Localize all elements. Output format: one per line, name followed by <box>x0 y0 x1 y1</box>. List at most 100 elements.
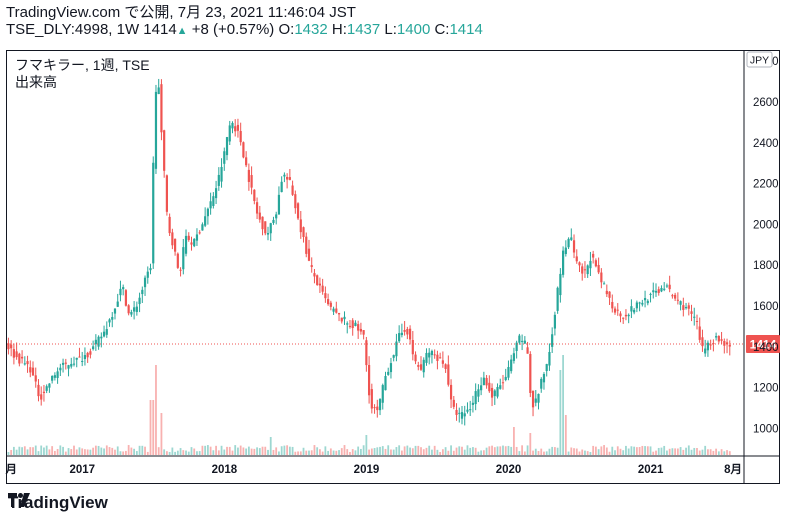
volume-bar <box>264 446 267 455</box>
up-arrow-icon: ▲ <box>176 25 188 37</box>
candle-body <box>113 308 117 314</box>
candle-body <box>272 219 275 223</box>
candle-body <box>460 412 464 419</box>
candle-body <box>302 227 305 237</box>
candle-body <box>428 352 431 358</box>
candle-body <box>64 362 67 364</box>
candle-body <box>280 181 283 193</box>
candle-body <box>310 265 313 268</box>
candle-body <box>504 376 507 380</box>
candle-body <box>75 357 78 360</box>
candle-body <box>154 91 158 169</box>
candle-body <box>602 283 606 285</box>
volume-bar <box>105 445 108 455</box>
volume-bar <box>439 451 442 455</box>
candle-body <box>455 409 458 415</box>
candle-body <box>458 412 461 414</box>
candle-body <box>15 351 18 358</box>
candle-body <box>42 391 46 394</box>
volume-bar <box>247 446 250 455</box>
tradingview-logo[interactable]: TradingView <box>8 493 108 513</box>
volume-bar <box>644 446 646 455</box>
candle-body <box>357 324 360 331</box>
volume-bar <box>556 447 559 455</box>
volume-bar <box>652 451 655 455</box>
volume-bar <box>635 447 638 455</box>
candle-body <box>395 341 398 357</box>
candle-body <box>209 201 212 209</box>
volume-bar <box>111 447 114 455</box>
y-tick-label: 2600 <box>753 97 779 109</box>
volume-bar <box>223 449 226 455</box>
candle-body <box>466 409 469 412</box>
volume-bar <box>228 446 231 455</box>
volume-bar <box>480 450 483 455</box>
volume-bar <box>655 450 657 455</box>
candle-body <box>668 284 671 290</box>
volume-bar <box>357 446 360 455</box>
candle-body <box>176 253 179 268</box>
volume-bar <box>523 451 526 455</box>
volume-bar <box>34 445 37 455</box>
volume-bar <box>97 445 100 455</box>
candle-body <box>715 336 718 338</box>
candle-body <box>698 326 701 340</box>
volume-bar <box>231 450 234 455</box>
candle-body <box>695 320 699 322</box>
chart-frame[interactable] <box>6 50 780 484</box>
candle-body <box>624 314 628 317</box>
candle-body <box>168 216 171 234</box>
volume-bar <box>81 448 84 455</box>
volume-bar <box>704 445 707 455</box>
volume-bar <box>573 448 575 455</box>
volume-bar <box>62 446 64 455</box>
candle-body <box>362 330 365 335</box>
volume-bar <box>411 448 414 455</box>
volume-bar <box>122 451 125 455</box>
candle-body <box>89 351 92 355</box>
candle-body <box>56 371 59 379</box>
volume-bar <box>392 449 395 455</box>
volume-bar <box>608 451 611 455</box>
volume-bar <box>155 365 157 455</box>
volume-bar <box>625 445 627 455</box>
volume-bar <box>84 449 86 455</box>
volume-bar <box>157 447 160 455</box>
volume-bar <box>510 446 513 455</box>
candle-body <box>198 232 201 234</box>
candle-body <box>616 309 619 311</box>
volume-bar <box>179 448 182 455</box>
candle-body <box>83 355 87 360</box>
volume-bar <box>592 445 595 455</box>
candle-body <box>507 367 510 378</box>
candle-body <box>422 359 425 373</box>
candle-body <box>649 293 652 295</box>
volume-bar <box>668 448 671 455</box>
candle-body <box>31 367 35 376</box>
volume-bar <box>239 445 242 455</box>
volume-bar <box>163 449 166 455</box>
y-tick-label: 1200 <box>753 383 779 395</box>
volume-bar <box>594 446 597 455</box>
candle-body <box>600 272 603 283</box>
volume-bar <box>701 449 704 455</box>
currency-badge <box>746 51 773 68</box>
candle-body <box>589 260 592 269</box>
volume-bar <box>209 446 212 455</box>
candle-body <box>367 364 371 396</box>
candle-body <box>493 390 496 397</box>
candle-body <box>245 157 248 166</box>
candle-body <box>269 223 272 234</box>
volume-bar <box>302 447 305 455</box>
volume-bar <box>261 446 264 455</box>
candle-body <box>633 309 636 313</box>
close-label: C: <box>434 21 450 38</box>
candle-body <box>97 336 100 347</box>
candle-body <box>444 364 447 369</box>
volume-bar <box>379 446 381 455</box>
candle-body <box>515 342 518 351</box>
volume-bar <box>267 449 269 455</box>
volume-bar <box>657 447 660 455</box>
candle-body <box>501 382 505 384</box>
